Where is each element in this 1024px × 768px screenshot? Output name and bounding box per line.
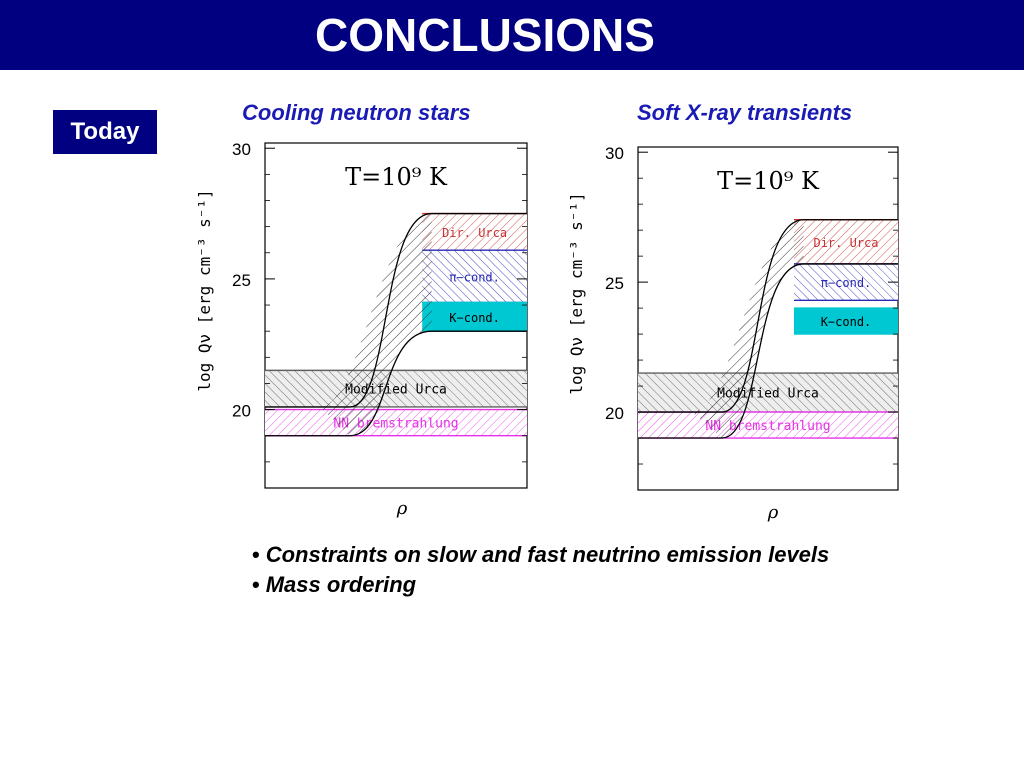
bullet-item: • Constraints on slow and fast neutrino e… <box>252 542 830 567</box>
temperature-annotation: T=10⁹ K <box>717 167 820 195</box>
transition-lower-curve <box>638 263 898 439</box>
temperature-annotation: T=10⁹ K <box>345 163 448 191</box>
y-tick-label: 25 <box>232 271 251 290</box>
header-bar: CONCLUSIONS <box>0 0 1024 70</box>
band-k-cond <box>422 302 527 332</box>
y-tick-label: 20 <box>605 404 624 423</box>
transition-lower-curve <box>265 330 527 437</box>
band-dir-urca <box>422 213 527 251</box>
page-title: CONCLUSIONS <box>315 9 655 61</box>
y-axis-label: log Qν [erg cm⁻³ s⁻¹] <box>195 189 214 391</box>
bullet-list: • Constraints on slow and fast neutrino e… <box>252 540 829 600</box>
band-modified-urca <box>265 370 527 407</box>
transition-upper-curve <box>638 219 898 413</box>
transition-upper-curve <box>265 212 527 408</box>
x-axis-label: ρ <box>396 498 408 519</box>
y-tick-label: 20 <box>232 402 251 421</box>
x-axis-label: ρ <box>767 502 779 523</box>
band-label: Dir. Urca <box>442 226 507 240</box>
band-cond <box>422 250 527 303</box>
band-k-cond <box>794 308 898 335</box>
y-tick-label: 25 <box>605 274 624 293</box>
band-label: K−cond. <box>449 311 500 325</box>
band-label: π−cond. <box>449 270 500 284</box>
band-dir-urca <box>794 219 898 264</box>
band-nn-bremstrahlung <box>265 409 527 436</box>
y-tick-label: 30 <box>605 144 624 163</box>
today-badge: Today <box>53 110 157 154</box>
transition-band <box>692 219 804 439</box>
bullet-text: Mass ordering <box>265 572 417 597</box>
band-label: π−cond. <box>821 276 872 290</box>
band-label: K−cond. <box>821 315 872 329</box>
band-label: Dir. Urca <box>813 236 878 250</box>
bullet-text: Constraints on slow and fast neutrino em… <box>265 542 830 567</box>
band-nn-bremstrahlung <box>638 412 898 439</box>
band-cond <box>794 263 898 301</box>
band-modified-urca <box>638 373 898 413</box>
panel-title-transients: Soft X-ray transients <box>637 100 853 125</box>
y-axis-label: log Qν [erg cm⁻³ s⁻¹] <box>567 192 586 394</box>
transition-band <box>319 213 432 436</box>
y-tick-label: 30 <box>232 140 251 159</box>
panel-title-cooling: Cooling neutron stars <box>242 100 471 125</box>
bullet-item: • Mass ordering <box>252 572 417 597</box>
